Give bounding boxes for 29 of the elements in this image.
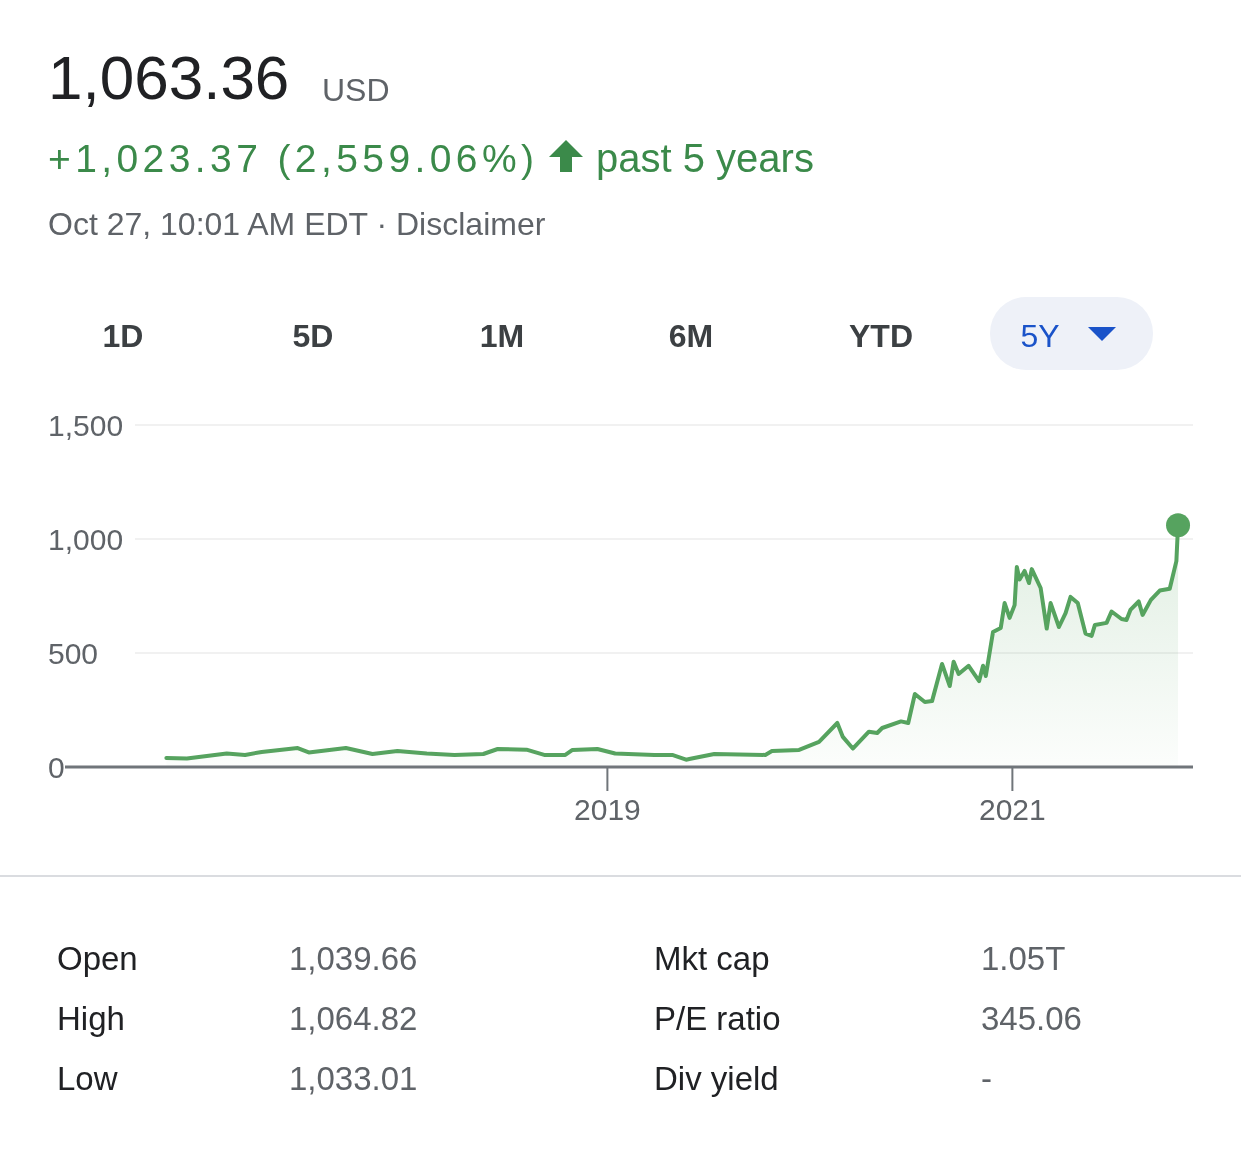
text: Mkt cap [654,940,770,977]
text: 1M [479,318,525,354]
text: Low [57,1060,118,1097]
text: +1,023.37 (2,559.06%) [48,137,534,180]
text: YTD [849,318,913,354]
x-tick-label: 2019 [574,793,641,826]
text: 1,033.01 [289,1060,418,1097]
text: 1,064.82 [289,1000,418,1037]
chart-title: 1,063.36 [48,43,290,112]
text: Oct 27, 10:01 AM EDT · Disclaimer [48,206,546,242]
text: Div yield [654,1060,779,1097]
y-tick-label: 1,000 [48,522,124,556]
text: 1D [102,318,144,354]
text: 5Y [1020,318,1060,354]
text: High [57,1000,125,1037]
y-tick-label: 500 [48,636,99,670]
text: Open [57,940,138,977]
text: 1.05T [981,940,1066,977]
x-tick-label: 2021 [979,793,1046,826]
text: 6M [668,318,714,354]
chart-subtitle: USD [322,72,390,108]
y-tick-label: 0 [48,750,65,784]
text: 345.06 [981,1000,1082,1037]
text: P/E ratio [654,1000,781,1037]
text: 1,039.66 [289,940,418,977]
text: past 5 years [596,136,814,180]
text: - [981,1060,992,1097]
y-tick-label: 1,500 [48,408,124,442]
text: 5D [292,318,334,354]
